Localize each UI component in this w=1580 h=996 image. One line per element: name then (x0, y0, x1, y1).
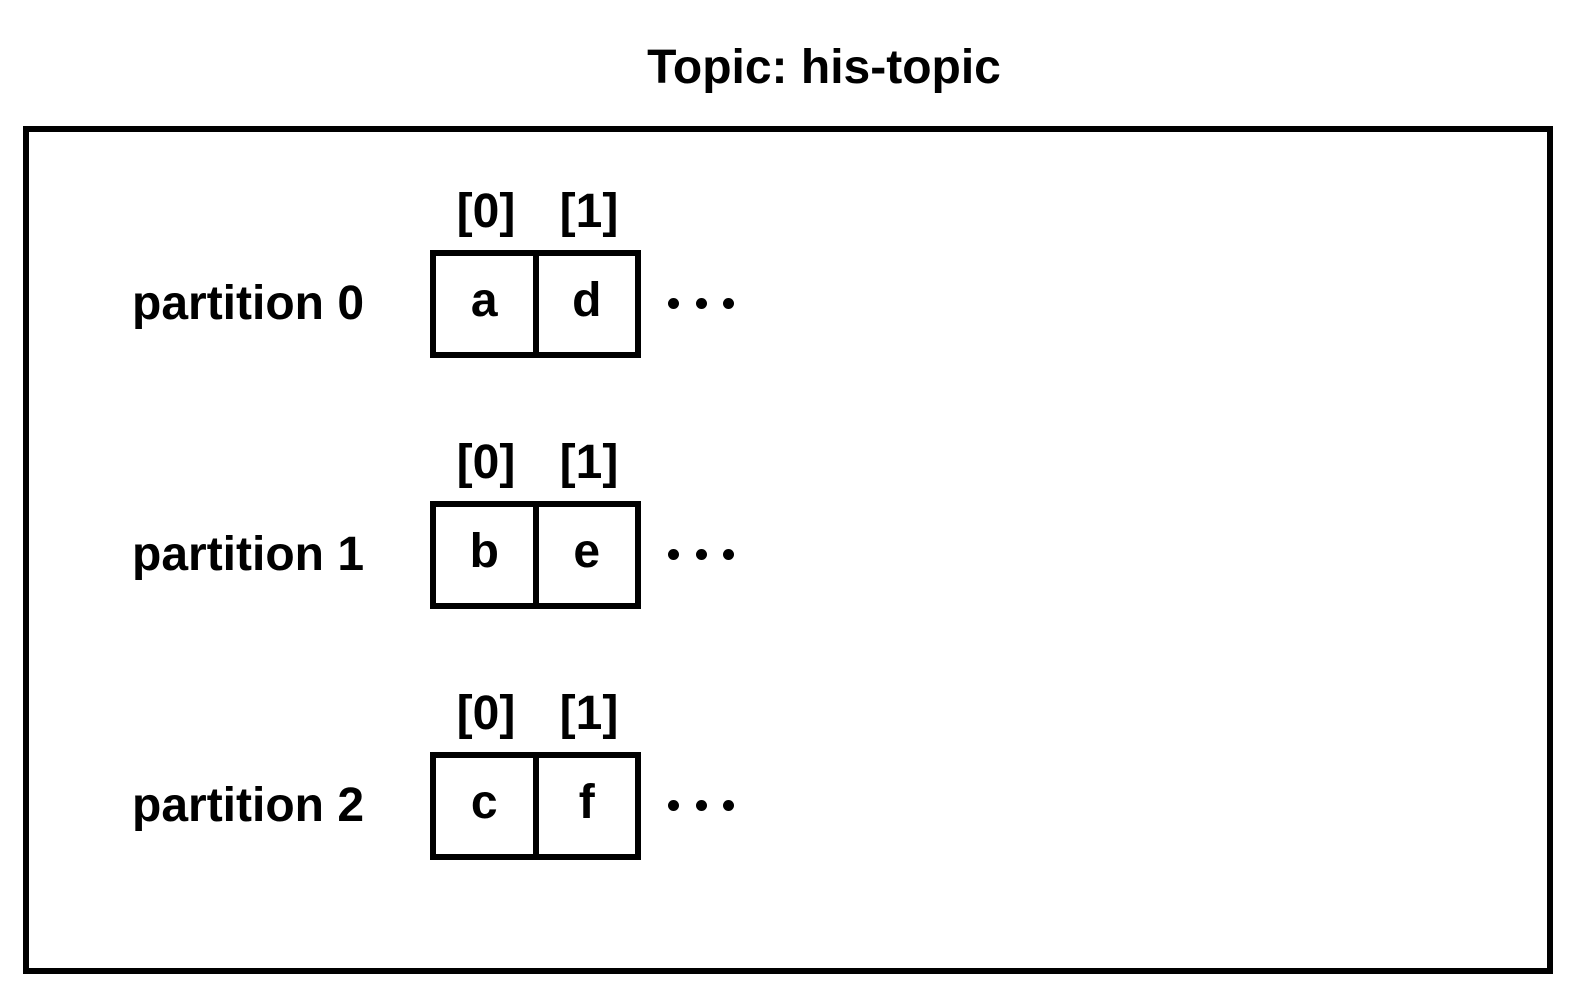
message-log: b e (430, 501, 641, 609)
offset-label: [0] (456, 185, 516, 238)
ellipsis-icon (668, 547, 734, 561)
offset-label: [0] (456, 687, 516, 740)
offset-label: [0] (456, 436, 516, 489)
partition-label: partition 2 (132, 779, 365, 832)
message-log: c f (430, 752, 641, 860)
message-log: a d (430, 250, 641, 358)
partition-label: partition 1 (132, 528, 365, 581)
offset-label: [1] (559, 687, 619, 740)
message-cell: a (470, 274, 498, 327)
partition-label: partition 0 (132, 277, 365, 330)
ellipsis-icon (668, 798, 734, 812)
offset-label: [1] (559, 436, 619, 489)
message-cell: b (469, 525, 499, 578)
partition-row: [0] [1] partition 2 c f (0, 684, 1580, 864)
offset-label: [1] (559, 185, 619, 238)
ellipsis-icon (668, 296, 734, 310)
partition-row: [0] [1] partition 1 b e (0, 433, 1580, 613)
topic-title: Topic: his-topic (647, 41, 1001, 94)
message-cell: e (532, 507, 636, 603)
partition-row: [0] [1] partition 0 a d (0, 182, 1580, 362)
message-cell: f (532, 758, 636, 854)
topic-container (23, 126, 1553, 974)
message-cell: c (470, 776, 498, 829)
message-cell: d (532, 256, 636, 352)
